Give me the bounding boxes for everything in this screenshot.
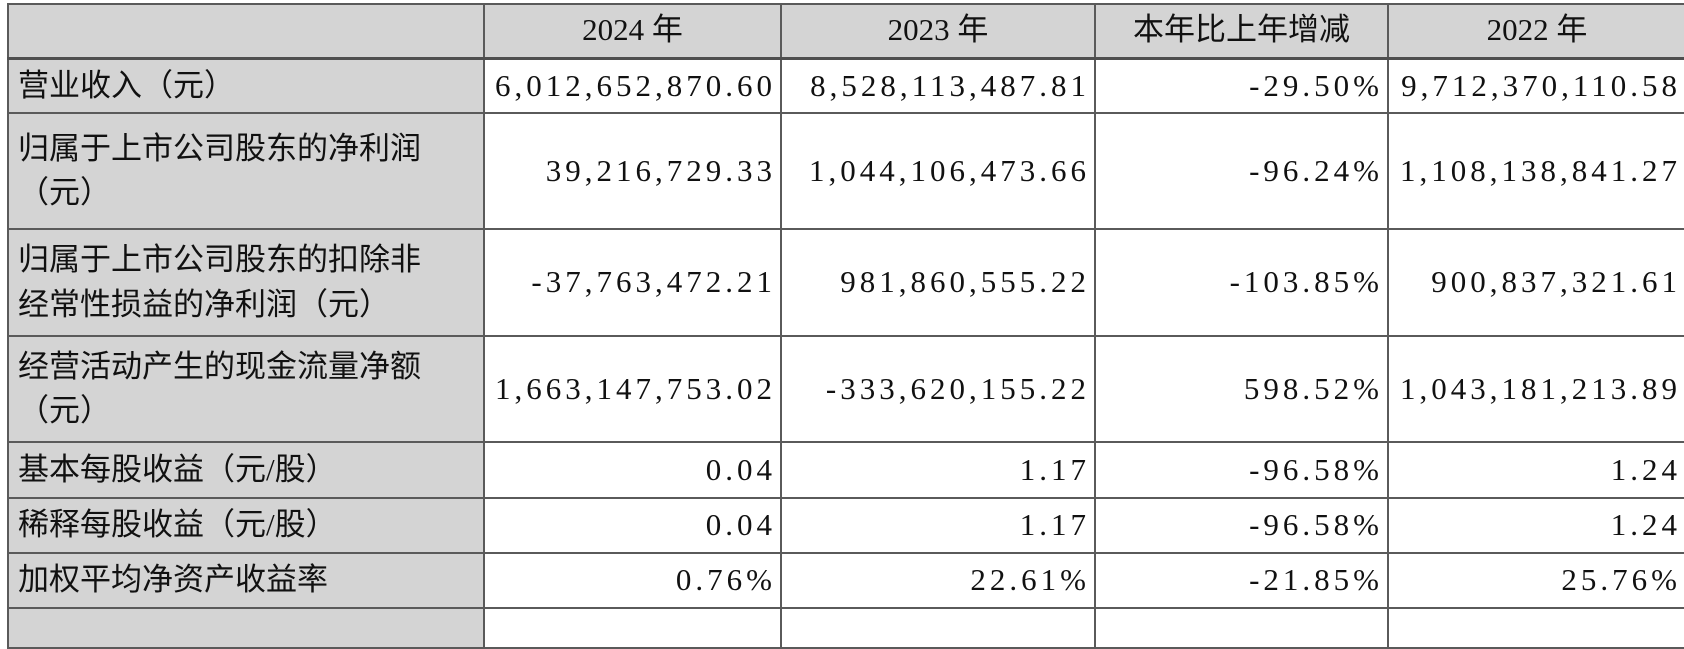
cell-2023: 1.17 (780, 441, 1096, 500)
table-row: 营业收入（元） 6,012,652,870.60 8,528,113,487.8… (7, 56, 1684, 115)
cell-yoy-change: -96.58% (1094, 441, 1389, 500)
cell-yoy-change: 598.52% (1094, 335, 1389, 444)
table-row: 基本每股收益（元/股） 0.04 1.17 -96.58% 1.24 (7, 441, 1684, 500)
row-label (7, 607, 485, 649)
cell-2022 (1387, 607, 1684, 649)
cell-2022: 1,043,181,213.89 (1387, 335, 1684, 444)
header-2024: 2024 年 (483, 3, 782, 60)
table-row: 归属于上市公司股东的扣除非 经常性损益的净利润（元） -37,763,472.2… (7, 228, 1684, 338)
cell-2023: 8,528,113,487.81 (780, 56, 1096, 115)
cell-yoy-change: -96.24% (1094, 112, 1389, 231)
cell-2023: 981,860,555.22 (780, 228, 1096, 338)
cell-2023: 1.17 (780, 497, 1096, 555)
cell-2024: 0.04 (483, 497, 782, 555)
header-blank-cell (7, 3, 485, 60)
cell-2022: 9,712,370,110.58 (1387, 56, 1684, 115)
header-2023: 2023 年 (780, 3, 1096, 60)
row-label: 营业收入（元） (7, 56, 485, 115)
cell-2024 (483, 607, 782, 649)
cell-yoy-change (1094, 607, 1389, 649)
table-row: 加权平均净资产收益率 0.76% 22.61% -21.85% 25.76% (7, 552, 1684, 610)
table-row: 归属于上市公司股东的净利润 （元） 39,216,729.33 1,044,10… (7, 112, 1684, 231)
row-label: 归属于上市公司股东的净利润 （元） (7, 112, 485, 231)
cell-yoy-change: -21.85% (1094, 552, 1389, 610)
row-label: 稀释每股收益（元/股） (7, 497, 485, 555)
cell-2022: 1.24 (1387, 497, 1684, 555)
cell-2023: -333,620,155.22 (780, 335, 1096, 444)
cell-2024: 6,012,652,870.60 (483, 56, 782, 115)
row-label: 归属于上市公司股东的扣除非 经常性损益的净利润（元） (7, 228, 485, 338)
cell-yoy-change: -29.50% (1094, 56, 1389, 115)
cell-2022: 900,837,321.61 (1387, 228, 1684, 338)
cell-2024: -37,763,472.21 (483, 228, 782, 338)
financial-summary-table: 2024 年 2023 年 本年比上年增减 2022 年 营业收入（元） 6,0… (7, 3, 1684, 649)
cell-2024: 0.76% (483, 552, 782, 610)
cell-2022: 1.24 (1387, 441, 1684, 500)
row-label: 经营活动产生的现金流量净额 （元） (7, 335, 485, 444)
row-label: 加权平均净资产收益率 (7, 552, 485, 610)
cell-2024: 0.04 (483, 441, 782, 500)
row-label: 基本每股收益（元/股） (7, 441, 485, 500)
table-row: 经营活动产生的现金流量净额 （元） 1,663,147,753.02 -333,… (7, 335, 1684, 444)
cell-2023: 22.61% (780, 552, 1096, 610)
cell-2024: 1,663,147,753.02 (483, 335, 782, 444)
cell-yoy-change: -96.58% (1094, 497, 1389, 555)
table-row: 稀释每股收益（元/股） 0.04 1.17 -96.58% 1.24 (7, 497, 1684, 555)
cell-2023 (780, 607, 1096, 649)
cell-2022: 25.76% (1387, 552, 1684, 610)
cell-2024: 39,216,729.33 (483, 112, 782, 231)
cell-yoy-change: -103.85% (1094, 228, 1389, 338)
table-row-clipped (7, 607, 1684, 649)
header-yoy-change: 本年比上年增减 (1094, 3, 1389, 60)
table-header-row: 2024 年 2023 年 本年比上年增减 2022 年 (7, 3, 1684, 60)
cell-2022: 1,108,138,841.27 (1387, 112, 1684, 231)
header-2022: 2022 年 (1387, 3, 1684, 60)
cell-2023: 1,044,106,473.66 (780, 112, 1096, 231)
